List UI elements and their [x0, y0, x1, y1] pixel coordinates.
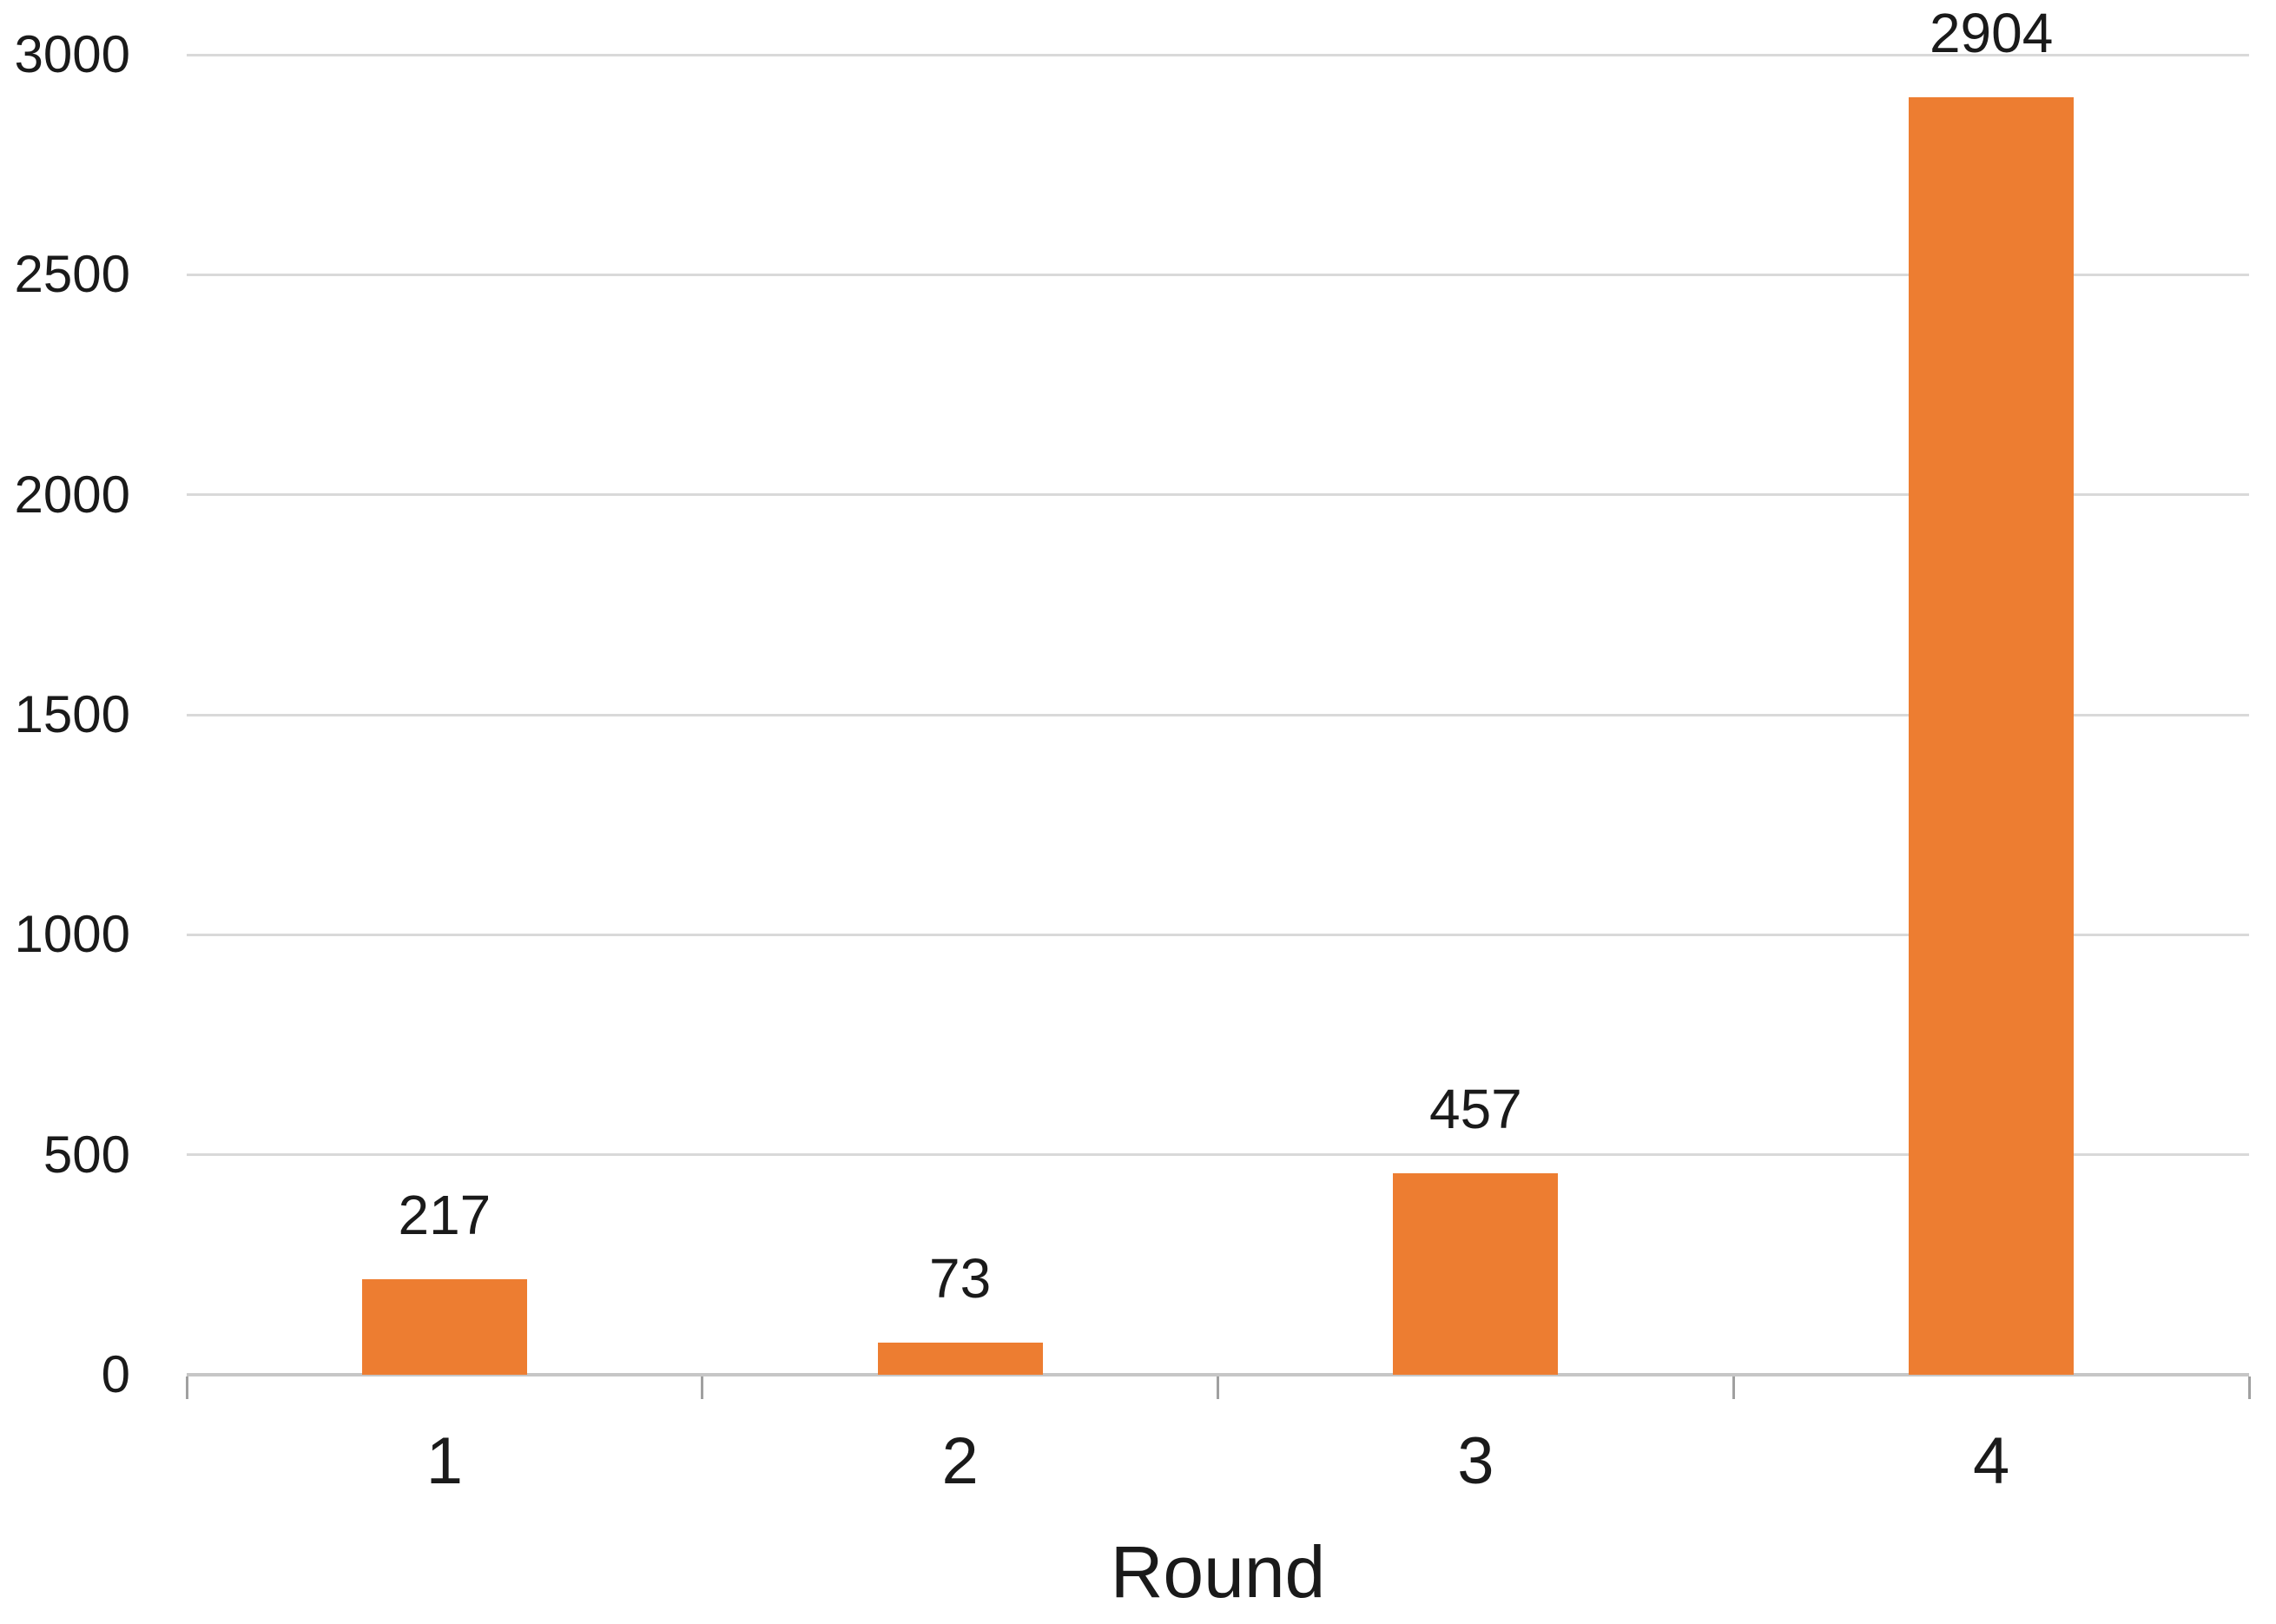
bar-round-4: [1909, 96, 2075, 1375]
x-axis-line: [187, 1373, 2249, 1376]
bar-round-2: [877, 1343, 1043, 1375]
x-axis-category-label: 4: [1972, 1424, 2010, 1498]
x-axis-tick: [1732, 1376, 1735, 1399]
y-axis-tick-label: 500: [43, 1125, 130, 1184]
y-axis-tick-label: 3000: [14, 25, 130, 83]
y-axis-tick-label: 0: [101, 1345, 130, 1403]
x-axis-tick: [185, 1376, 188, 1399]
x-axis-category-label: 3: [1457, 1424, 1494, 1498]
y-axis-tick-label: 1000: [14, 905, 130, 964]
bar-value-label: 217: [398, 1184, 491, 1247]
plot-area: 217 1 73 2 457 3 2904 4: [185, 5, 2251, 1496]
gridline: [187, 493, 2249, 497]
x-axis-tick: [2247, 1376, 2251, 1399]
x-axis-tick: [701, 1376, 704, 1399]
x-axis-category-label: 1: [426, 1424, 464, 1498]
gridline: [187, 53, 2249, 56]
x-axis-title: Round: [1110, 1531, 1326, 1613]
gridline: [187, 1153, 2249, 1157]
bar-round-3: [1393, 1173, 1559, 1375]
y-axis-tick-label: 2000: [14, 465, 130, 524]
x-axis-tick: [1217, 1376, 1219, 1399]
bar-value-label: 457: [1428, 1078, 1522, 1141]
bar-value-label: 2904: [1929, 1, 2054, 64]
gridline: [187, 273, 2249, 276]
x-axis-category-label: 2: [941, 1424, 979, 1498]
gridline: [187, 933, 2249, 936]
y-axis-tick-label: 1500: [14, 685, 130, 743]
bar-round-1: [361, 1279, 527, 1375]
gridline: [187, 713, 2249, 716]
y-axis-tick-label: 2500: [14, 245, 130, 304]
bar-value-label: 73: [929, 1247, 992, 1310]
